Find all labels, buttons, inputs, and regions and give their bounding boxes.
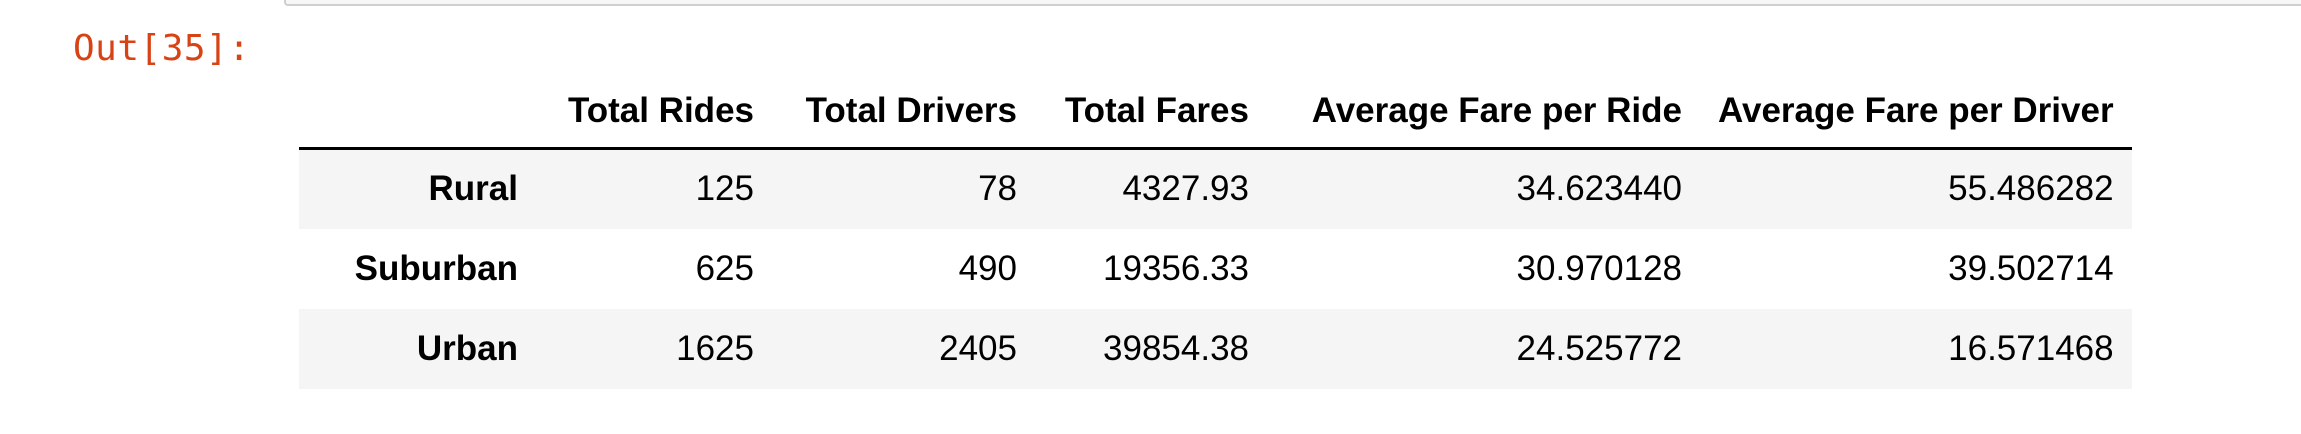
cell-average-fare-per-driver: 16.571468 [1948,328,2114,368]
cell-average-fare-per-driver: 55.486282 [1948,169,2114,209]
header-average-fare-per-driver: Average Fare per Driver [1700,70,2132,150]
cell-total-rides: 1625 [676,328,754,368]
header-average-fare-per-ride: Average Fare per Ride [1267,70,1700,150]
header-row: Total Rides Total Drivers Total Fares Av… [299,70,2132,150]
cell-average-fare-per-ride: 24.525772 [1516,328,1682,368]
header-total-rides: Total Rides [536,70,772,150]
table-row: Urban 1625 2405 39854.38 24.525772 16.57… [299,308,2132,389]
cell-total-rides: 125 [695,169,754,209]
table-header: Total Rides Total Drivers Total Fares Av… [299,70,2132,150]
header-index-blank [299,70,536,150]
cell-total-fares: 39854.38 [1103,328,1249,368]
table-row: Suburban 625 490 19356.33 30.970128 39.5… [299,229,2132,309]
cell-total-drivers: 2405 [939,328,1017,368]
cell-average-fare-per-driver: 39.502714 [1948,248,2114,288]
previous-cell-border [284,0,2301,6]
cell-average-fare-per-ride: 34.623440 [1516,169,1682,209]
cell-total-rides: 625 [695,248,754,288]
dataframe-table: Total Rides Total Drivers Total Fares Av… [299,70,2132,389]
cell-total-fares: 19356.33 [1103,248,1249,288]
row-index-label: Suburban [354,248,518,288]
table-body: Rural 125 78 4327.93 34.623440 55.486282… [299,148,2132,389]
cell-average-fare-per-ride: 30.970128 [1516,248,1682,288]
row-index-label: Rural [428,169,518,209]
table-row: Rural 125 78 4327.93 34.623440 55.486282 [299,148,2132,229]
cell-total-drivers: 78 [978,169,1017,209]
cell-total-fares: 4327.93 [1122,169,1249,209]
header-total-fares: Total Fares [1035,70,1267,150]
row-index-label: Urban [416,328,518,368]
output-prompt: Out[35]: [73,28,251,69]
cell-total-drivers: 490 [958,248,1017,288]
header-total-drivers: Total Drivers [772,70,1035,150]
